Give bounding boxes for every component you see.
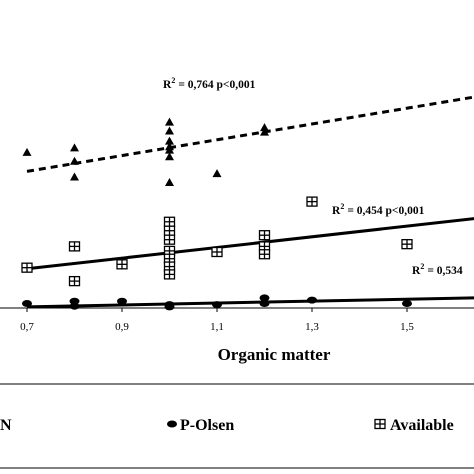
legend-label-p-olsen: P-Olsen [180,417,234,434]
data-point-p-olsen [22,300,32,308]
data-point-p-olsen [164,303,175,311]
data-point-available [258,249,271,260]
trend-line-n [26,95,474,173]
data-point-n [165,178,174,187]
data-point-available [306,196,318,207]
r2-annotation: R2 = 0,454 p<0,001 [332,202,425,217]
trend-lines [26,95,474,309]
legend-label-n: N [0,417,12,434]
data-point-p-olsen [307,296,317,304]
data-point-n [212,169,222,178]
x-axis-label: Organic matter [218,345,331,364]
data-point-p-olsen [259,300,270,308]
data-point-p-olsen [69,302,80,310]
data-point-p-olsen [212,301,222,309]
trend-line-p-olsen [26,296,474,309]
x-axis-ticks: 0,7 0,9 1,1 1,3 1,5 [20,308,414,333]
data-point-n [260,127,269,136]
x-tick-label: 1,5 [400,321,414,333]
data-point-available [401,239,413,250]
data-point-n [165,145,174,154]
data-point-available [116,259,128,270]
data-point-available [211,246,223,258]
x-tick-label: 0,9 [115,321,129,333]
data-point-p-olsen [402,300,412,308]
data-point-p-olsen [259,294,270,302]
data-point-n [22,147,32,156]
data-point-n [260,123,269,132]
data-point-n [165,136,174,145]
data-point-available [163,216,176,227]
data-point-n [165,117,174,126]
data-point-n [165,152,174,161]
data-point-available [163,269,176,280]
r2-annotations: R2 = 0,764 p<0,001 R2 = 0,534 R2 = 0,454 p<0,… [163,76,463,277]
r2-annotation: R2 = 0,764 p<0,001 [163,76,256,91]
x-tick-label: 1,1 [210,321,224,333]
data-points [21,117,413,311]
data-point-available [68,275,81,287]
legend-marker-available [374,418,386,430]
legend-label-available: Available [390,417,454,434]
r2-annotation: R2 = 0,534 [412,262,463,277]
legend-marker-p-olsen [167,420,177,428]
data-point-n [70,156,79,165]
data-point-available [163,234,176,245]
data-point-p-olsen [69,297,80,305]
trend-line-available [26,217,474,271]
data-point-p-olsen [117,297,127,305]
data-point-available [258,230,271,241]
data-point-available [21,262,33,273]
data-point-n [70,143,79,152]
x-tick-label: 1,3 [305,321,319,333]
legend: N P-Olsen Available [0,417,454,434]
data-point-available [163,225,176,236]
data-point-n [165,126,174,135]
x-tick-label: 0,7 [20,321,34,333]
data-point-available [68,241,81,252]
data-point-n [70,172,79,181]
